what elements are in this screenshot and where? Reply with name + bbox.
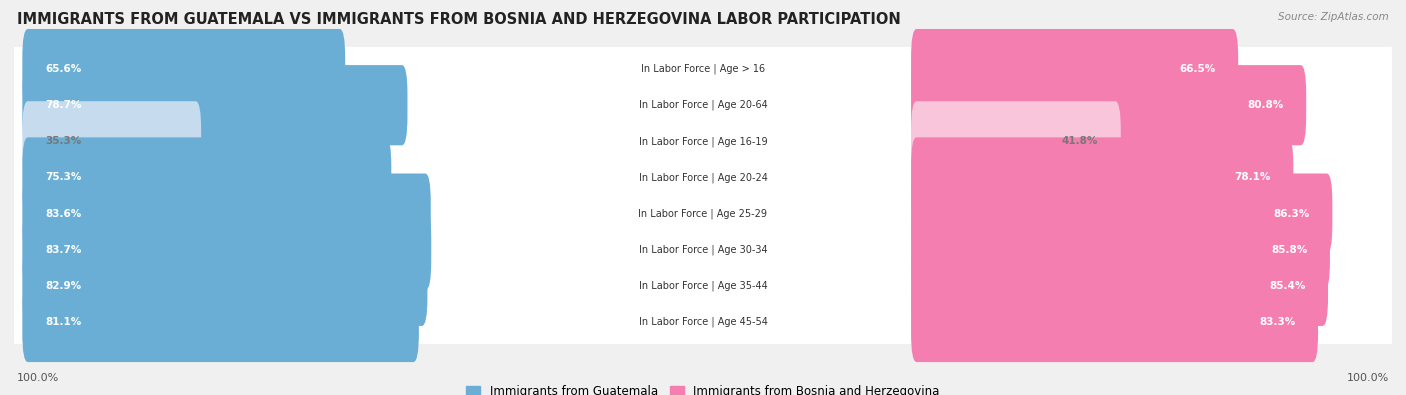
FancyBboxPatch shape	[911, 246, 1329, 326]
Text: 80.8%: 80.8%	[1247, 100, 1284, 110]
Text: In Labor Force | Age 30-34: In Labor Force | Age 30-34	[638, 245, 768, 255]
Text: In Labor Force | Age 45-54: In Labor Force | Age 45-54	[638, 317, 768, 327]
Text: 85.4%: 85.4%	[1270, 281, 1305, 291]
FancyBboxPatch shape	[14, 233, 1392, 339]
Text: 78.7%: 78.7%	[45, 100, 82, 110]
FancyBboxPatch shape	[911, 137, 1294, 218]
Text: 83.6%: 83.6%	[45, 209, 82, 218]
Text: 65.6%: 65.6%	[45, 64, 82, 74]
Text: In Labor Force | Age 16-19: In Labor Force | Age 16-19	[638, 136, 768, 147]
Text: Source: ZipAtlas.com: Source: ZipAtlas.com	[1278, 12, 1389, 22]
Text: 83.7%: 83.7%	[45, 245, 82, 255]
FancyBboxPatch shape	[14, 125, 1392, 230]
Text: 85.8%: 85.8%	[1271, 245, 1308, 255]
Text: 66.5%: 66.5%	[1180, 64, 1215, 74]
Text: 41.8%: 41.8%	[1062, 136, 1098, 146]
FancyBboxPatch shape	[22, 173, 430, 254]
Text: 81.1%: 81.1%	[45, 317, 82, 327]
FancyBboxPatch shape	[911, 210, 1330, 290]
Text: 83.3%: 83.3%	[1260, 317, 1295, 327]
Text: In Labor Force | Age 25-29: In Labor Force | Age 25-29	[638, 208, 768, 219]
Text: 35.3%: 35.3%	[45, 136, 82, 146]
FancyBboxPatch shape	[14, 197, 1392, 303]
FancyBboxPatch shape	[14, 53, 1392, 158]
FancyBboxPatch shape	[22, 137, 391, 218]
FancyBboxPatch shape	[14, 16, 1392, 122]
FancyBboxPatch shape	[911, 101, 1121, 181]
Text: 86.3%: 86.3%	[1274, 209, 1309, 218]
FancyBboxPatch shape	[911, 173, 1333, 254]
FancyBboxPatch shape	[911, 65, 1306, 145]
Text: In Labor Force | Age 20-64: In Labor Force | Age 20-64	[638, 100, 768, 111]
FancyBboxPatch shape	[14, 88, 1392, 194]
FancyBboxPatch shape	[911, 282, 1317, 362]
Text: In Labor Force | Age 20-24: In Labor Force | Age 20-24	[638, 172, 768, 183]
Text: 100.0%: 100.0%	[1347, 373, 1389, 383]
FancyBboxPatch shape	[22, 65, 408, 145]
Text: 75.3%: 75.3%	[45, 173, 82, 182]
FancyBboxPatch shape	[14, 269, 1392, 375]
Text: In Labor Force | Age 35-44: In Labor Force | Age 35-44	[638, 280, 768, 291]
Text: 100.0%: 100.0%	[17, 373, 59, 383]
FancyBboxPatch shape	[911, 29, 1239, 109]
Text: IMMIGRANTS FROM GUATEMALA VS IMMIGRANTS FROM BOSNIA AND HERZEGOVINA LABOR PARTIC: IMMIGRANTS FROM GUATEMALA VS IMMIGRANTS …	[17, 12, 901, 27]
Text: 78.1%: 78.1%	[1234, 173, 1271, 182]
FancyBboxPatch shape	[22, 29, 346, 109]
FancyBboxPatch shape	[22, 246, 427, 326]
Text: In Labor Force | Age > 16: In Labor Force | Age > 16	[641, 64, 765, 74]
FancyBboxPatch shape	[22, 282, 419, 362]
FancyBboxPatch shape	[14, 161, 1392, 266]
FancyBboxPatch shape	[22, 101, 201, 181]
Legend: Immigrants from Guatemala, Immigrants from Bosnia and Herzegovina: Immigrants from Guatemala, Immigrants fr…	[461, 380, 945, 395]
FancyBboxPatch shape	[22, 210, 432, 290]
Text: 82.9%: 82.9%	[45, 281, 82, 291]
